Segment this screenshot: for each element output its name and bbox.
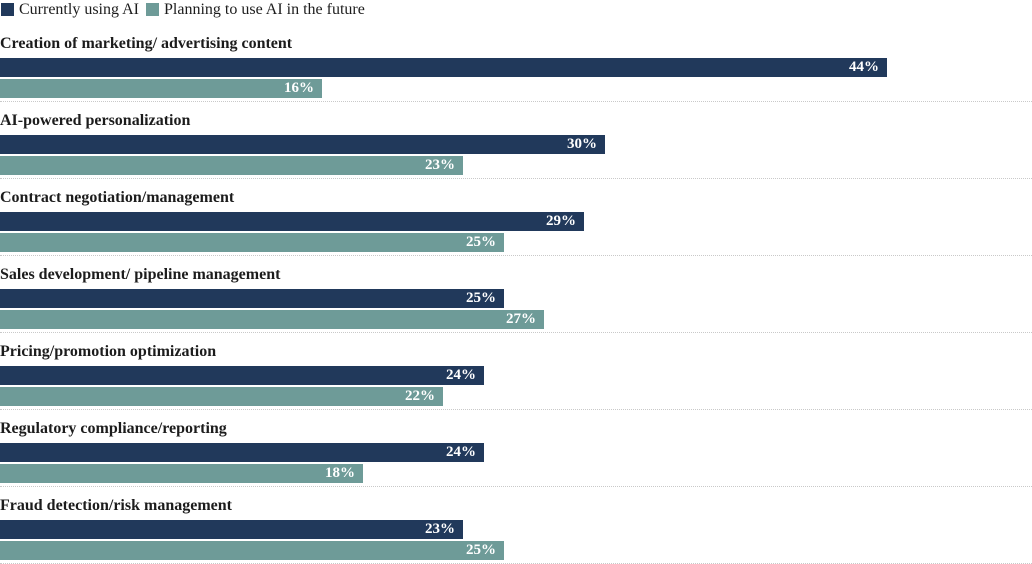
bar-value-label: 18% xyxy=(325,465,355,481)
bar-value-label: 24% xyxy=(446,444,476,460)
legend-item: Currently using AI xyxy=(1,1,139,18)
category-row: Creation of marketing/ advertising conte… xyxy=(0,35,1032,102)
bar-value-label: 25% xyxy=(466,542,496,558)
category-label: Creation of marketing/ advertising conte… xyxy=(0,35,293,52)
category-label: AI-powered personalization xyxy=(0,112,191,129)
bar-value-label: 29% xyxy=(546,213,576,229)
legend-label: Currently using AI xyxy=(19,1,139,18)
bar-value-label: 44% xyxy=(849,59,879,75)
bar-planning-to-use: 25% xyxy=(0,233,504,252)
bar-value-label: 25% xyxy=(466,290,496,306)
category-label: Fraud detection/risk management xyxy=(0,497,232,514)
bar-value-label: 23% xyxy=(425,157,455,173)
legend-label: Planning to use AI in the future xyxy=(164,1,365,18)
category-label: Contract negotiation/management xyxy=(0,189,235,206)
bar-planning-to-use: 22% xyxy=(0,387,443,406)
bar-planning-to-use: 16% xyxy=(0,79,322,98)
bar-value-label: 30% xyxy=(567,136,597,152)
bar-currently-using: 25% xyxy=(0,289,504,308)
bar-value-label: 16% xyxy=(284,80,314,96)
bar-value-label: 22% xyxy=(405,388,435,404)
category-row: AI-powered personalization 30% 23% xyxy=(0,112,1032,179)
category-label: Pricing/promotion optimization xyxy=(0,343,217,360)
bar-planning-to-use: 25% xyxy=(0,541,504,560)
bar-planning-to-use: 23% xyxy=(0,156,463,175)
category-row: Fraud detection/risk management 23% 25% xyxy=(0,497,1032,564)
category-row: Sales development/ pipeline management 25… xyxy=(0,266,1032,333)
bar-currently-using: 29% xyxy=(0,212,584,231)
bar-value-label: 24% xyxy=(446,367,476,383)
legend-swatch-icon xyxy=(1,3,14,16)
chart-legend: Currently using AI Planning to use AI in … xyxy=(0,0,1032,35)
category-label: Regulatory compliance/reporting xyxy=(0,420,227,437)
bar-value-label: 27% xyxy=(506,311,536,327)
bar-value-label: 25% xyxy=(466,234,496,250)
legend-item: Planning to use AI in the future xyxy=(146,1,365,18)
bar-value-label: 23% xyxy=(425,521,455,537)
legend-swatch-icon xyxy=(146,3,159,16)
bar-currently-using: 24% xyxy=(0,443,484,462)
bar-chart: Creation of marketing/ advertising conte… xyxy=(0,35,1032,564)
category-label: Sales development/ pipeline management xyxy=(0,266,281,283)
category-row: Regulatory compliance/reporting 24% 18% xyxy=(0,420,1032,487)
bar-planning-to-use: 27% xyxy=(0,310,544,329)
category-row: Contract negotiation/management 29% 25% xyxy=(0,189,1032,256)
bar-currently-using: 23% xyxy=(0,520,463,539)
bar-currently-using: 44% xyxy=(0,58,887,77)
bar-currently-using: 30% xyxy=(0,135,605,154)
category-row: Pricing/promotion optimization 24% 22% xyxy=(0,343,1032,410)
bar-currently-using: 24% xyxy=(0,366,484,385)
bar-planning-to-use: 18% xyxy=(0,464,363,483)
